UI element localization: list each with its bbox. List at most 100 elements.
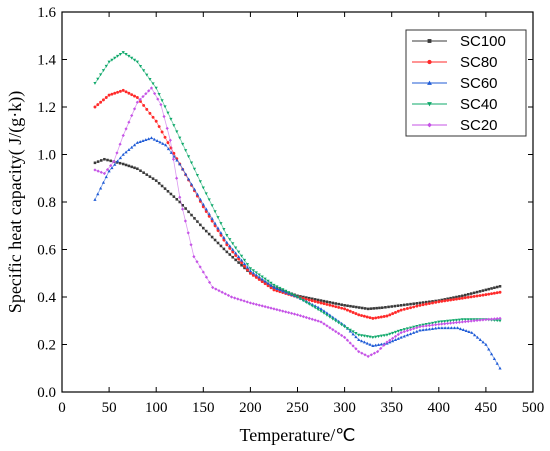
data-point [245,265,250,269]
data-point [382,334,386,338]
data-point [145,107,149,111]
data-point [340,333,344,338]
data-point [460,320,464,324]
data-point [124,127,128,131]
data-point [154,179,158,182]
data-point [275,308,279,312]
data-point [223,292,227,296]
data-point [107,60,111,64]
data-point [139,100,142,103]
data-point [118,52,123,56]
data-point [163,187,167,190]
data-point [148,111,152,115]
series-sc20 [93,86,502,358]
data-point [446,298,450,302]
data-point [319,299,323,302]
data-point [402,307,406,311]
data-point [331,328,335,332]
data-point [231,242,235,246]
data-point [307,296,311,300]
data-point [393,338,398,342]
data-point [101,69,106,73]
data-point [260,277,264,281]
data-point [184,149,188,152]
data-point [132,143,137,147]
data-point [490,292,493,296]
data-point [99,73,103,77]
data-point [349,304,352,308]
data-point [263,282,267,286]
data-point [427,322,431,326]
data-point [192,167,197,171]
data-point [154,86,158,90]
data-point [263,305,267,309]
data-point [376,343,381,347]
data-point [151,177,155,180]
data-point [421,303,425,307]
data-point [163,135,167,139]
data-point [107,169,111,173]
data-point [427,327,431,331]
data-point [316,319,320,323]
data-point [263,279,267,283]
legend-label: SC20 [460,117,498,134]
data-point [113,56,117,60]
data-point [162,114,166,119]
data-point [498,285,502,288]
x-tick-label: 50 [102,400,117,416]
data-point [446,319,450,323]
data-point [402,330,406,334]
data-point [340,303,343,306]
data-point [363,307,367,310]
data-point [434,326,438,330]
data-point [378,306,381,310]
data-point [322,322,326,326]
data-point [281,309,285,313]
data-point [157,125,161,129]
data-point [121,162,125,166]
data-point [116,90,120,94]
data-point [251,271,255,275]
data-point [292,294,297,298]
data-point [495,361,499,365]
data-point [121,88,125,92]
data-point [278,288,282,292]
data-point [228,244,232,248]
data-point [175,130,179,134]
data-point [424,300,428,304]
data-point [234,258,237,262]
data-point [463,296,467,300]
data-point [487,287,491,291]
data-point [359,339,364,343]
data-point [365,335,369,339]
data-point [430,327,435,330]
data-point [322,302,326,306]
data-point [284,289,288,293]
data-point [193,217,196,220]
data-point [240,263,243,267]
data-point [248,271,252,275]
data-point [355,305,358,309]
data-point [325,311,329,315]
data-point [331,317,335,321]
data-point [295,313,300,317]
data-point [434,300,438,304]
data-point [313,318,317,322]
data-point [133,166,136,170]
data-point [216,216,220,220]
data-point [118,89,122,93]
data-point [369,307,373,310]
data-point [278,308,282,312]
data-point [449,326,453,330]
data-point [372,351,377,355]
data-point [96,103,100,107]
data-point [225,233,229,237]
data-point [207,232,211,236]
data-point [475,290,479,294]
data-point [443,320,447,323]
data-point [498,366,502,370]
data-point [204,275,209,279]
data-point [498,316,502,320]
data-point [229,295,234,299]
